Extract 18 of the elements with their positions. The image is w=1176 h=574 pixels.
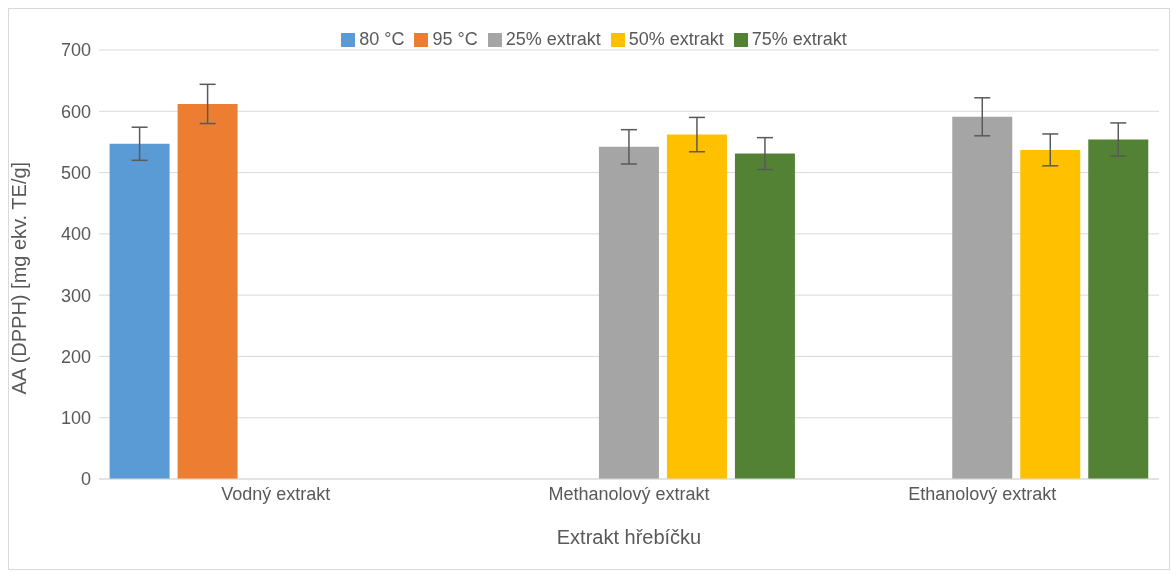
x-tick-label: Methanolový extrakt — [548, 483, 710, 504]
y-axis-title: AA (DPPH) [mg ekv. TE/g] — [8, 161, 31, 395]
legend-label: 80 °C — [359, 29, 405, 49]
y-tick-label: 400 — [60, 224, 91, 245]
y-tick-label: 700 — [60, 40, 91, 61]
legend-label: 50% extrakt — [628, 29, 724, 49]
x-tick-label: Ethanolový extrakt — [908, 483, 1057, 504]
y-tick-label: 500 — [60, 162, 91, 183]
y-tick-label: 0 — [80, 469, 91, 490]
legend-label: 75% extrakt — [751, 29, 847, 49]
y-tick-label: 300 — [60, 285, 91, 306]
x-axis-title: Extrakt hřebíčku — [556, 526, 702, 548]
y-tick-label: 100 — [60, 408, 91, 429]
y-tick-label: 200 — [60, 346, 91, 367]
legend-label: 95 °C — [432, 29, 478, 49]
x-tick-label: Vodný extrakt — [221, 483, 331, 504]
legend-label: 25% extrakt — [505, 29, 601, 49]
y-tick-label: 600 — [60, 101, 91, 122]
